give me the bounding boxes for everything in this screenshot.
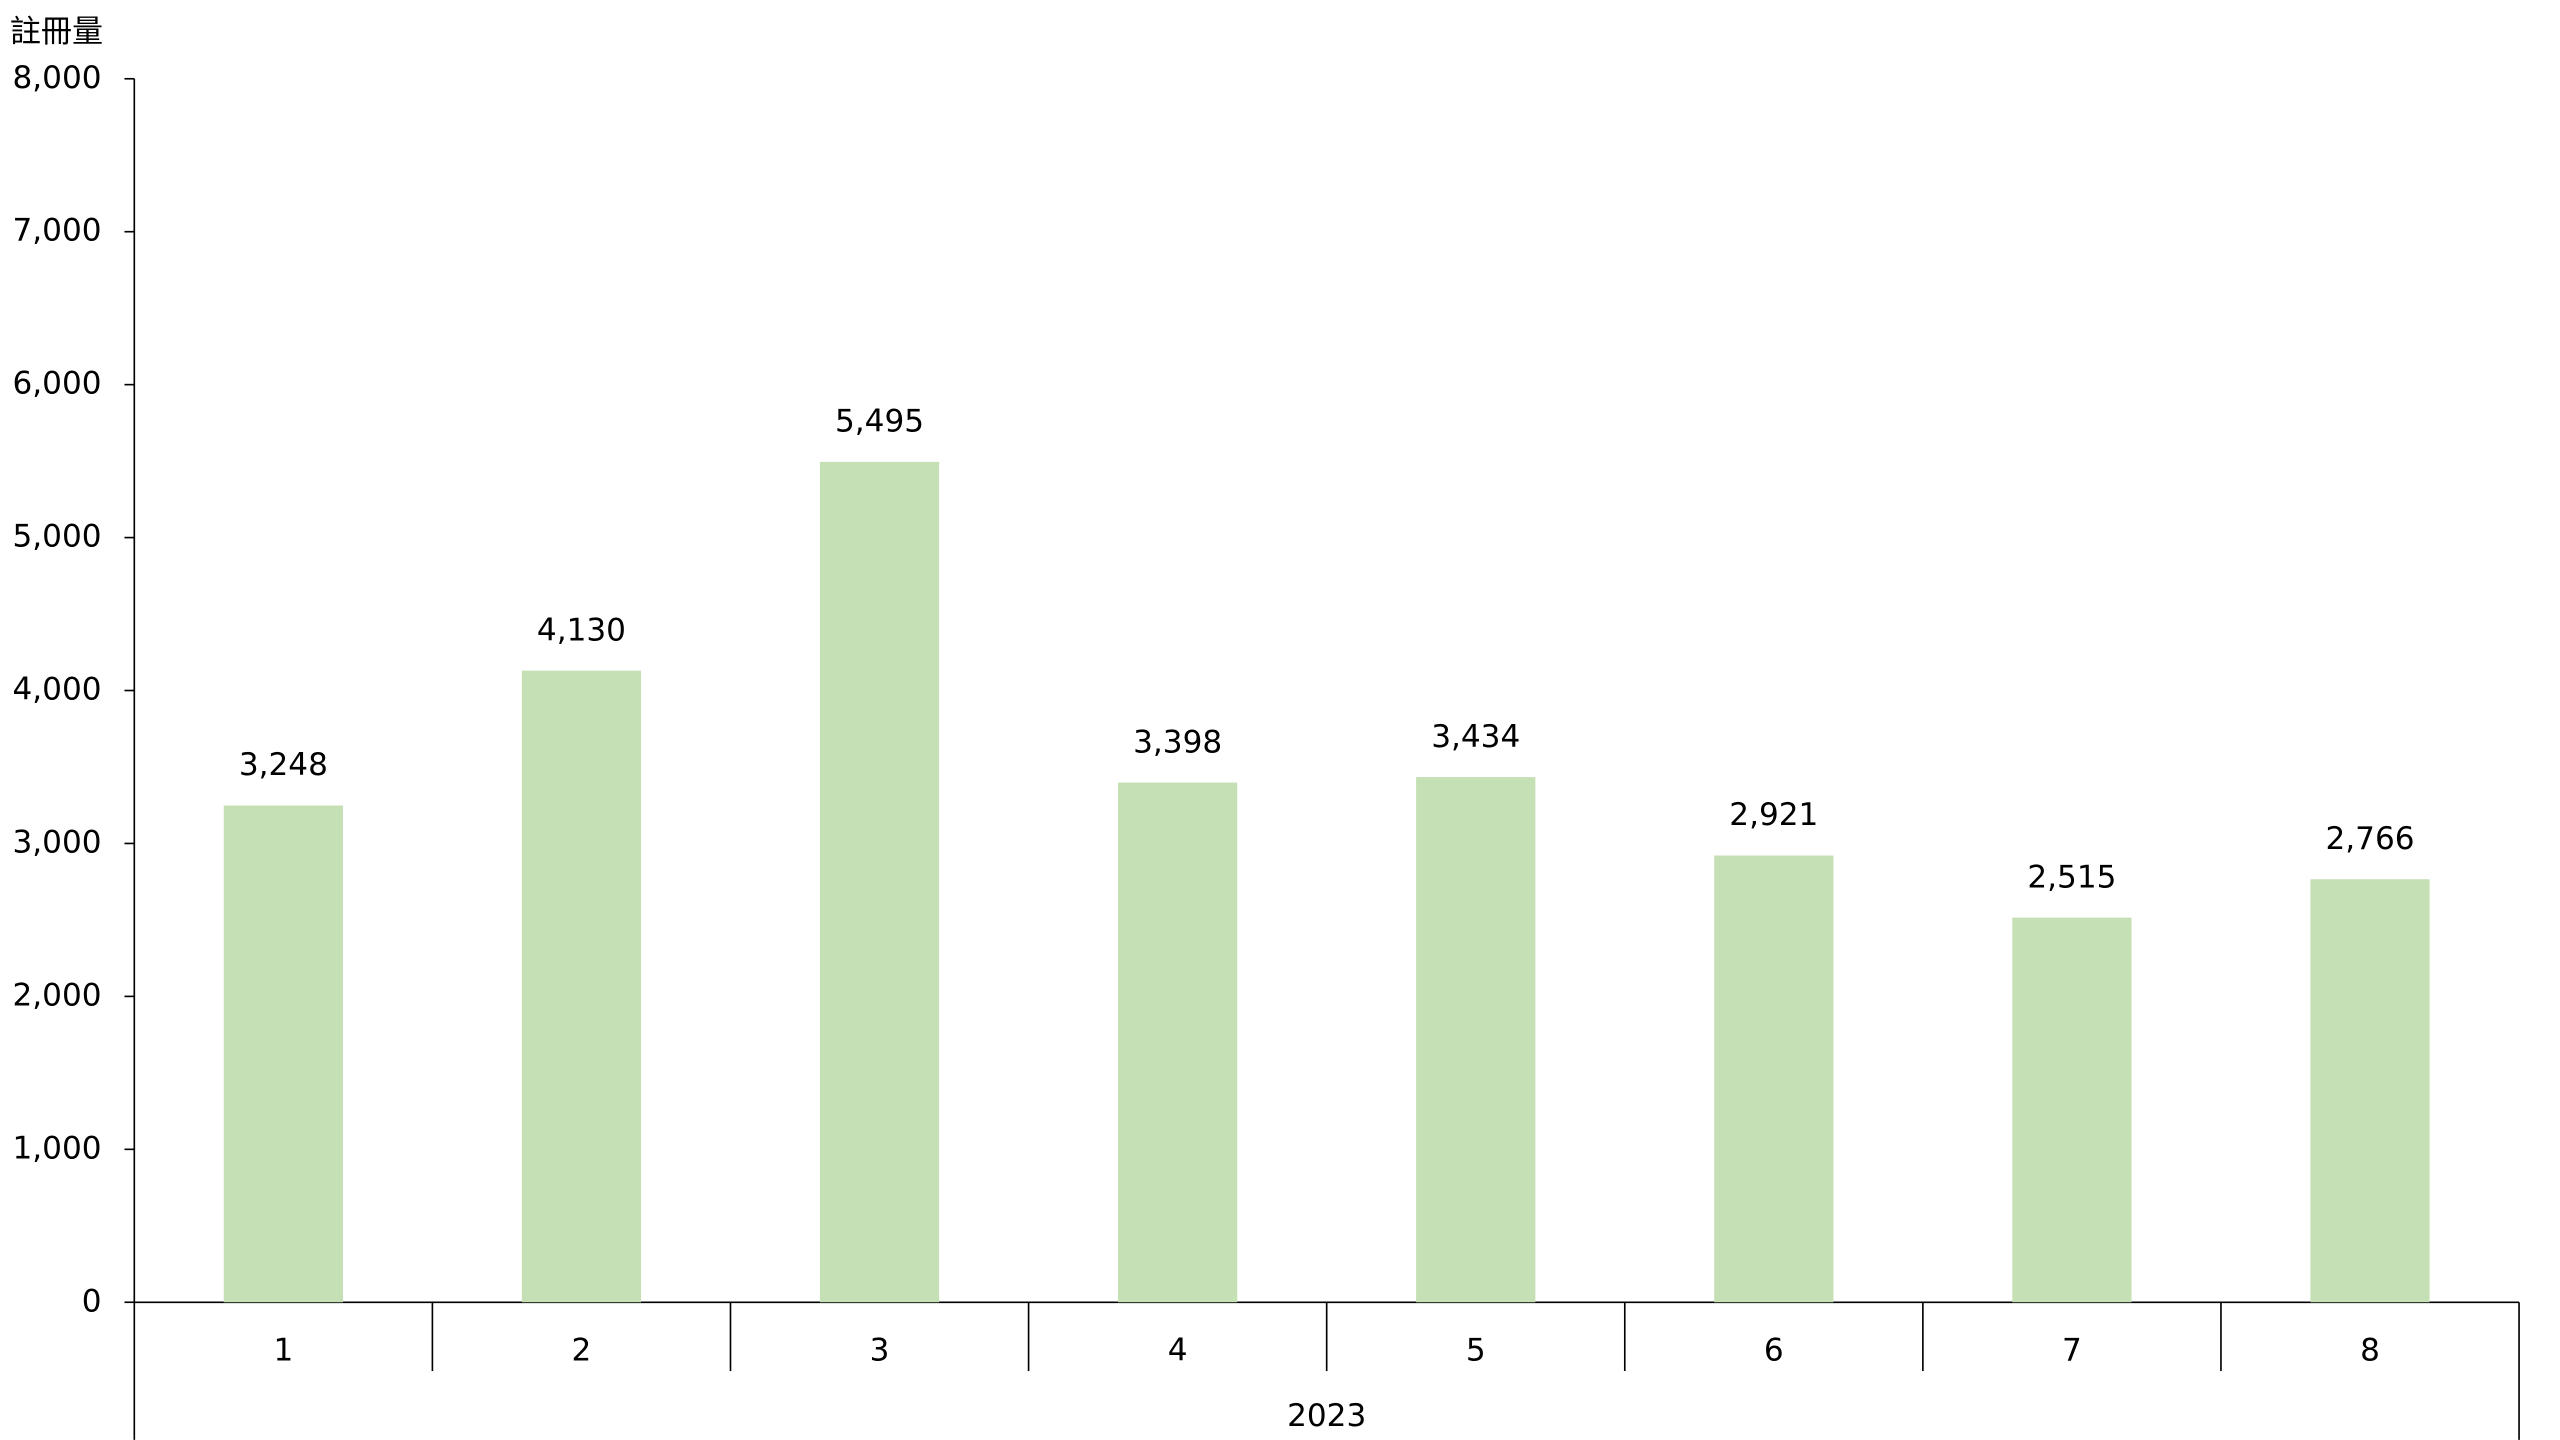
x-tick-label: 7 <box>2062 1332 2082 1368</box>
value-label: 2,921 <box>1729 797 1818 833</box>
y-tick-label: 2,000 <box>12 977 101 1013</box>
bar <box>521 670 642 1303</box>
value-label: 2,515 <box>2027 859 2116 895</box>
bar <box>2012 917 2132 1303</box>
x-group-label: 2023 <box>1287 1398 1366 1434</box>
x-tick-label: 6 <box>1764 1332 1784 1368</box>
x-tick-label: 8 <box>2360 1332 2380 1368</box>
bar <box>1416 777 1536 1303</box>
bar <box>1118 782 1238 1303</box>
value-label: 2,766 <box>2325 821 2414 857</box>
x-tick-label: 1 <box>273 1332 293 1368</box>
y-tick-label: 3,000 <box>12 824 101 860</box>
y-tick-label: 8,000 <box>12 60 101 96</box>
y-tick-label: 5,000 <box>12 519 101 555</box>
bar <box>1714 855 1834 1303</box>
bar <box>819 461 940 1303</box>
y-tick-label: 4,000 <box>12 672 101 708</box>
y-axis-title: 註冊量 <box>10 14 103 50</box>
bar <box>2310 879 2430 1303</box>
y-tick-label: 7,000 <box>12 213 101 249</box>
value-label: 3,248 <box>239 747 328 783</box>
x-tick-label: 5 <box>1466 1332 1486 1368</box>
value-label: 5,495 <box>835 404 924 440</box>
bar <box>223 805 343 1303</box>
y-tick-label: 0 <box>82 1283 102 1319</box>
y-tick-label: 6,000 <box>12 366 101 402</box>
x-tick-label: 2 <box>572 1332 592 1368</box>
value-label: 4,130 <box>537 612 626 648</box>
value-label: 3,398 <box>1133 724 1222 760</box>
value-label: 3,434 <box>1431 719 1520 755</box>
y-tick-label: 1,000 <box>12 1130 101 1166</box>
x-tick-label: 3 <box>870 1332 890 1368</box>
x-tick-label: 4 <box>1168 1332 1188 1368</box>
